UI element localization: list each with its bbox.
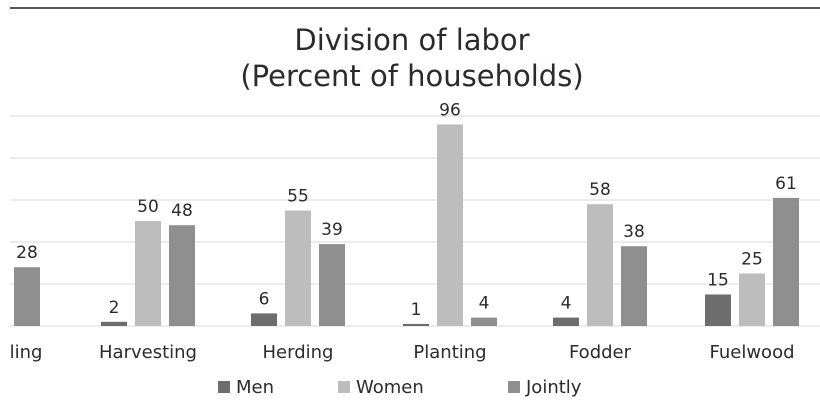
value-label-planting-men: 1 [411,300,422,320]
category-label-ling: ling [10,342,43,363]
bar-fodder-women [587,204,613,326]
legend-label-jointly: Jointly [525,377,582,398]
value-label-ling-jointly: 28 [16,243,38,263]
category-label-planting: Planting [413,342,486,363]
legend-label-women: Women [356,377,424,398]
bar-ling-jointly [14,267,40,326]
bar-fuelwood-men [705,294,731,326]
chart-title-line-2: (Percent of households) [240,59,583,93]
value-label-harvesting-women: 50 [137,197,159,217]
value-label-herding-jointly: 39 [321,220,343,240]
bar-planting-men [403,323,429,326]
bar-harvesting-jointly [169,225,195,326]
value-label-planting-jointly: 4 [479,294,490,314]
value-label-fuelwood-women: 25 [741,250,763,270]
bar-planting-jointly [471,317,497,326]
value-label-fodder-women: 58 [589,180,611,200]
value-label-harvesting-men: 2 [109,298,120,318]
value-label-fuelwood-jointly: 61 [775,174,797,194]
value-label-fuelwood-men: 15 [707,271,729,291]
legend: Men Women Jointly [218,377,582,398]
category-label-herding: Herding [263,342,334,363]
bar-fodder-jointly [621,246,647,326]
bar-fuelwood-women [739,273,765,326]
bar-harvesting-women [135,221,161,326]
bars [14,124,799,327]
category-label-fuelwood: Fuelwood [709,342,794,363]
value-labels: 28 2 50 48 6 55 39 1 96 4 4 58 38 15 25 61 [16,100,797,320]
legend-swatch-men [218,381,230,393]
value-label-herding-women: 55 [287,187,309,207]
gridlines [10,115,820,327]
value-label-harvesting-jointly: 48 [171,201,193,221]
value-label-fodder-men: 4 [561,294,572,314]
bar-harvesting-men [101,321,127,326]
value-label-planting-women: 96 [439,100,461,120]
bar-fodder-men [553,317,579,326]
category-label-fodder: Fodder [569,342,632,363]
bar-planting-women [437,124,463,327]
bar-herding-jointly [319,244,345,326]
bar-fuelwood-jointly [773,197,799,326]
chart-title-line-1: Division of labor [294,23,529,57]
value-label-fodder-jointly: 38 [623,222,645,242]
legend-swatch-jointly [508,381,520,393]
legend-label-men: Men [236,377,274,398]
category-label-harvesting: Harvesting [99,342,197,363]
legend-swatch-women [338,381,350,393]
value-label-herding-men: 6 [259,289,270,309]
bar-herding-men [251,313,277,326]
bar-herding-women [285,210,311,326]
category-labels: ling Harvesting Herding Planting Fodder Fuelw… [10,342,795,363]
